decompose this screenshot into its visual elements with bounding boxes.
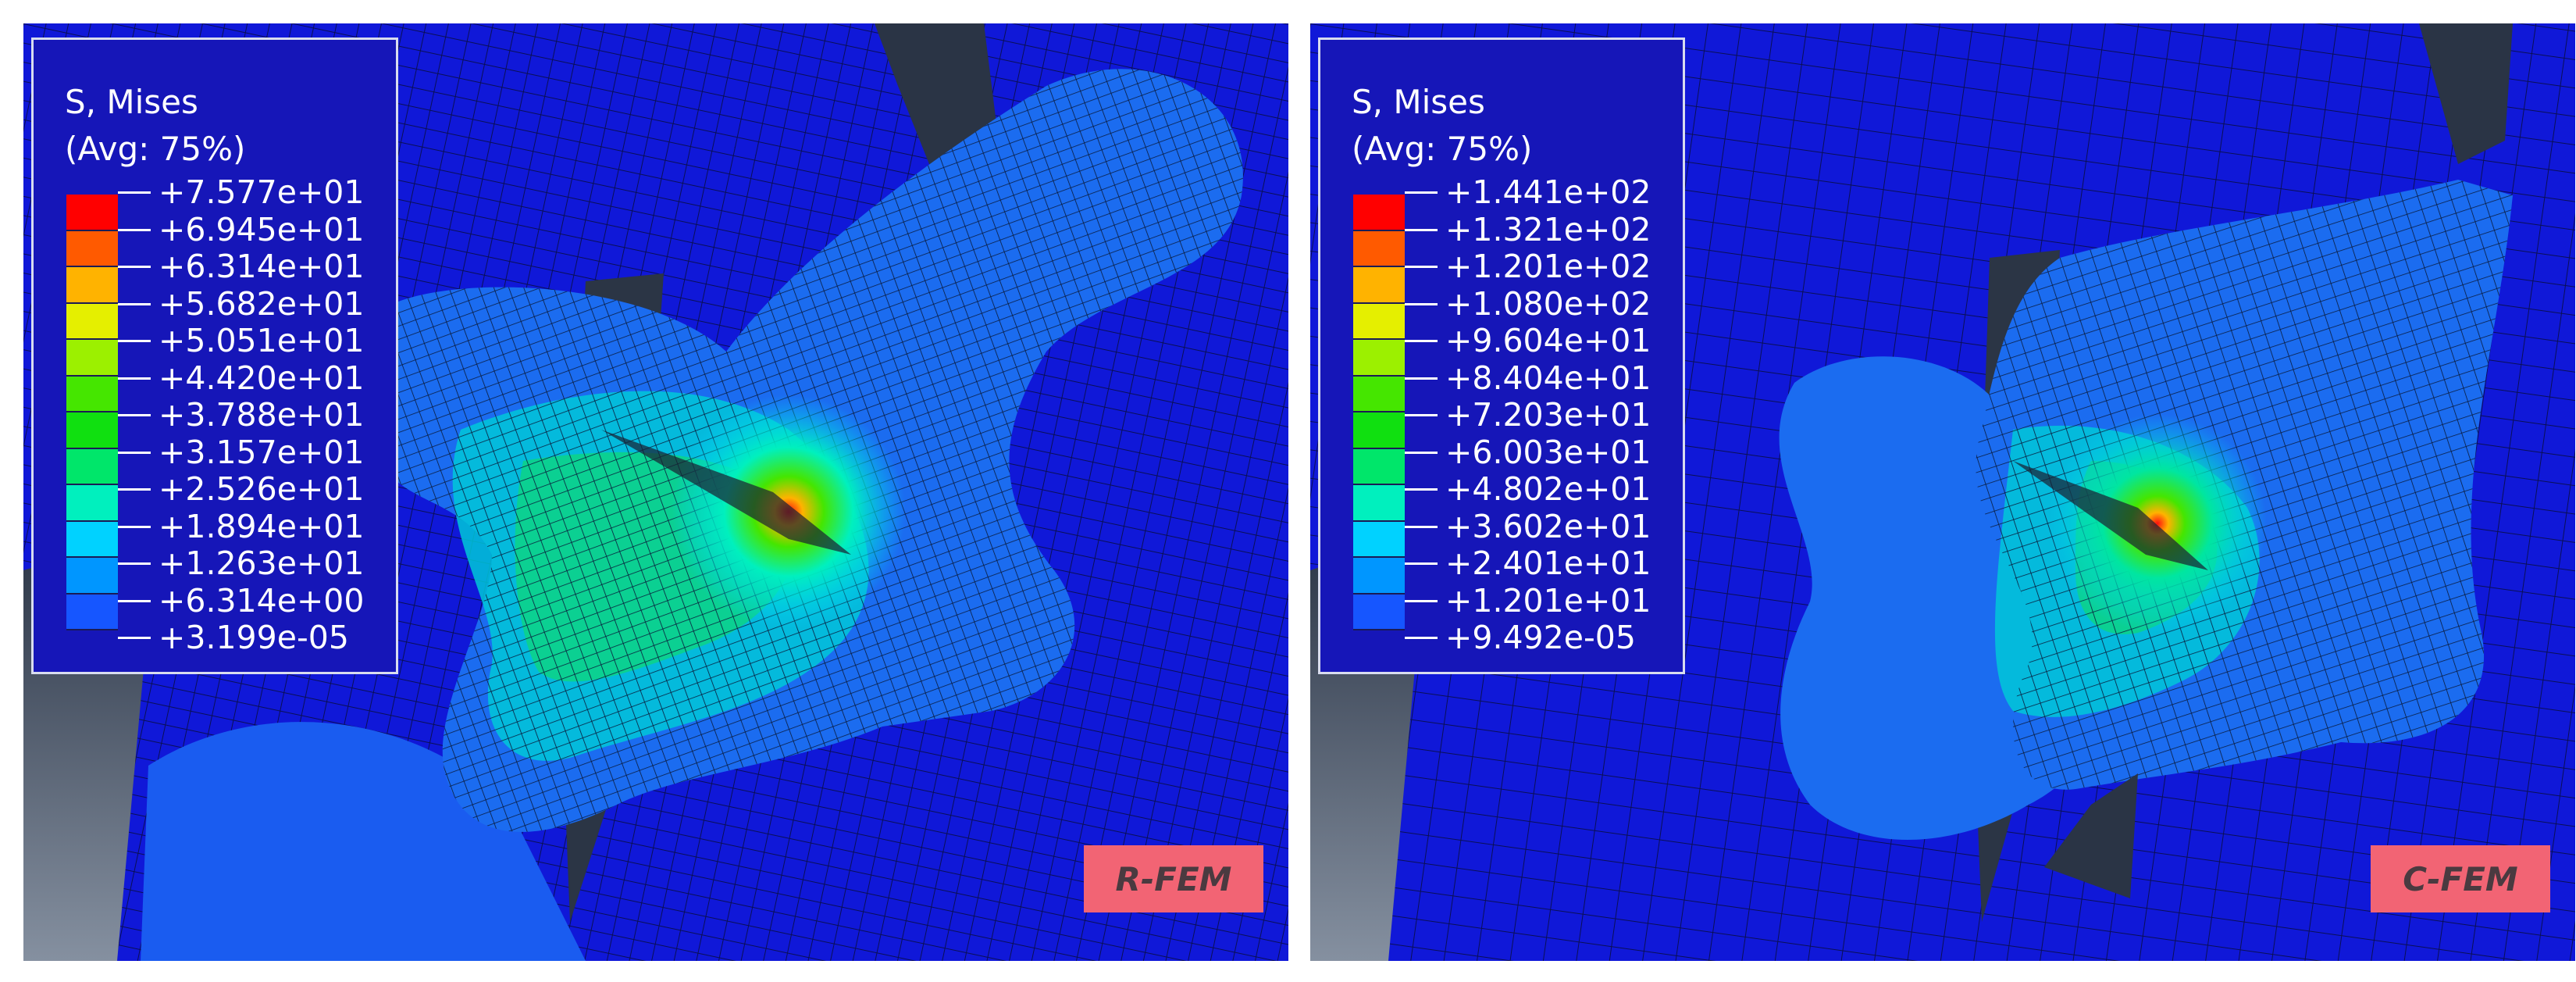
legend-level: +1.441e+02 <box>1405 174 1651 212</box>
color-band <box>66 230 118 267</box>
color-band <box>1353 303 1405 340</box>
method-label-badge: C-FEM <box>2371 845 2550 912</box>
color-band <box>1353 195 1405 231</box>
legend-level: +9.492e-05 <box>1405 620 1651 657</box>
legend-level: +1.080e+02 <box>1405 285 1651 323</box>
contour-panel-right: S, Mises (Avg: 75%) +1.441e+02 +1.321e+0… <box>1310 23 2575 961</box>
legend-level: +9.604e+01 <box>1405 323 1651 360</box>
legend-level: +1.201e+01 <box>1405 582 1651 620</box>
legend-level: +6.314e+00 <box>118 582 364 620</box>
color-band <box>66 521 118 558</box>
color-band <box>66 376 118 412</box>
color-band <box>66 267 118 304</box>
color-scale-bar <box>66 195 118 630</box>
legend-level: +4.420e+01 <box>118 359 364 398</box>
color-band <box>1353 521 1405 558</box>
color-band <box>1353 267 1405 304</box>
color-band <box>66 448 118 485</box>
stress-contour-plot <box>23 23 1288 961</box>
color-scale-bar <box>1353 195 1405 630</box>
contour-panel-left: S, Mises (Avg: 75%) +7.577e+01 +6.945e+0… <box>23 23 1288 961</box>
legend-level: +1.201e+02 <box>1405 248 1651 286</box>
legend-level: +3.788e+01 <box>118 397 364 434</box>
color-band <box>1353 340 1405 377</box>
stress-contour-plot <box>1310 23 2575 961</box>
color-band <box>1353 448 1405 485</box>
legend-level: +2.401e+01 <box>1405 545 1651 583</box>
color-band <box>66 594 118 630</box>
legend-level: +8.404e+01 <box>1405 359 1651 398</box>
legend-level: +1.321e+02 <box>1405 211 1651 249</box>
legend-levels: +1.441e+02 +1.321e+02 +1.201e+02 +1.080e… <box>1405 174 1651 657</box>
legend-level: +5.682e+01 <box>118 285 364 323</box>
color-band <box>1353 594 1405 630</box>
color-band <box>1353 485 1405 522</box>
legend-level: +3.602e+01 <box>1405 508 1651 546</box>
color-band <box>1353 376 1405 412</box>
color-band <box>1353 412 1405 449</box>
color-band <box>66 340 118 377</box>
stress-legend: S, Mises (Avg: 75%) +7.577e+01 +6.945e+0… <box>31 37 398 674</box>
legend-level: +3.199e-05 <box>118 620 364 657</box>
legend-level: +3.157e+01 <box>118 434 364 472</box>
color-band <box>66 195 118 231</box>
legend-level: +6.003e+01 <box>1405 434 1651 472</box>
legend-title: S, Mises <box>1352 83 1485 121</box>
legend-subtitle: (Avg: 75%) <box>1352 130 1533 168</box>
color-band <box>1353 558 1405 595</box>
legend-level: +4.802e+01 <box>1405 471 1651 509</box>
color-band <box>1353 230 1405 267</box>
legend-subtitle: (Avg: 75%) <box>65 130 246 168</box>
color-band <box>66 303 118 340</box>
legend-level: +1.263e+01 <box>118 545 364 583</box>
legend-level: +7.577e+01 <box>118 174 364 212</box>
legend-level: +6.945e+01 <box>118 211 364 249</box>
stress-legend: S, Mises (Avg: 75%) +1.441e+02 +1.321e+0… <box>1318 37 1685 674</box>
color-band <box>66 558 118 595</box>
legend-level: +1.894e+01 <box>118 508 364 546</box>
legend-level: +7.203e+01 <box>1405 397 1651 434</box>
color-band <box>66 412 118 449</box>
method-label-badge: R-FEM <box>1084 845 1263 912</box>
color-band <box>66 485 118 522</box>
legend-title: S, Mises <box>65 83 198 121</box>
legend-level: +5.051e+01 <box>118 323 364 360</box>
legend-level: +6.314e+01 <box>118 248 364 286</box>
legend-level: +2.526e+01 <box>118 471 364 509</box>
legend-levels: +7.577e+01 +6.945e+01 +6.314e+01 +5.682e… <box>118 174 364 657</box>
